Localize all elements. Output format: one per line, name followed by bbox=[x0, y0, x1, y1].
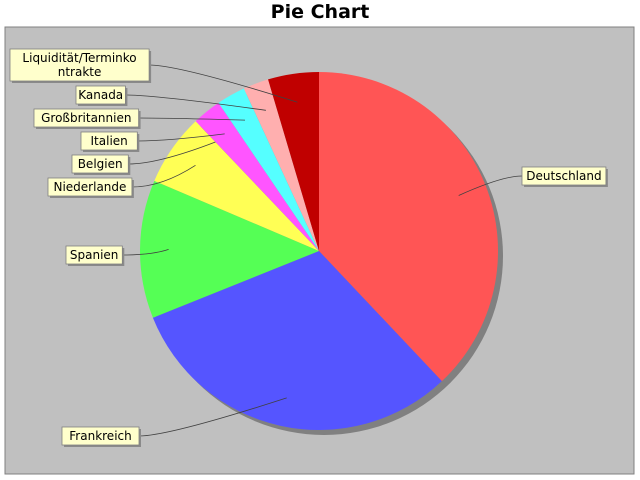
slice-label-box bbox=[65, 245, 123, 265]
label-connector bbox=[131, 164, 196, 188]
slice-label-box bbox=[61, 426, 140, 446]
slice-label: Frankreich bbox=[69, 429, 131, 443]
slice-label-box bbox=[47, 177, 133, 197]
slice-label-box bbox=[80, 131, 138, 151]
slice-label-box bbox=[75, 85, 126, 105]
pie-slice-niederlande bbox=[154, 121, 319, 251]
slice-label-box bbox=[9, 48, 150, 82]
label-connector bbox=[458, 175, 523, 196]
slice-label: Deutschland bbox=[526, 169, 601, 183]
pie-slice-belgien bbox=[195, 121, 319, 252]
slice-label: Liquidität/Terminko ntrakte bbox=[22, 51, 136, 79]
slice-label: Italien bbox=[91, 134, 128, 148]
label-connector bbox=[138, 117, 246, 121]
label-connector bbox=[122, 249, 169, 256]
label-connector bbox=[137, 133, 225, 142]
pie-slice-großbritannien bbox=[218, 88, 319, 252]
label-connector bbox=[138, 397, 287, 437]
pie-slices bbox=[140, 72, 503, 435]
slice-label: Spanien bbox=[70, 248, 119, 262]
slice-label-box bbox=[33, 108, 139, 128]
slice-label: Kanada bbox=[78, 88, 123, 102]
label-connector bbox=[149, 64, 298, 103]
label-connector bbox=[125, 94, 266, 111]
slice-label: Niederlande bbox=[53, 180, 126, 194]
slice-labels: Deutschland Frankreich Spanien Niederlande B… bbox=[9, 48, 608, 447]
chart-title: Pie Chart bbox=[270, 1, 370, 23]
slice-label-box bbox=[521, 166, 607, 186]
slice-label: Belgien bbox=[78, 157, 123, 171]
label-connector bbox=[128, 141, 216, 165]
slice-label: Großbritannien bbox=[41, 111, 131, 125]
slice-label-box bbox=[71, 154, 129, 174]
pie-slice-kanada bbox=[243, 79, 319, 251]
pie-slice-frankreich bbox=[152, 251, 442, 430]
pie-slice-deutschland bbox=[319, 72, 499, 382]
pie-slice-liquidität-terminkontrakte bbox=[268, 72, 319, 251]
pie-slice-spanien bbox=[140, 180, 319, 318]
pie-slice-italien bbox=[195, 102, 319, 251]
